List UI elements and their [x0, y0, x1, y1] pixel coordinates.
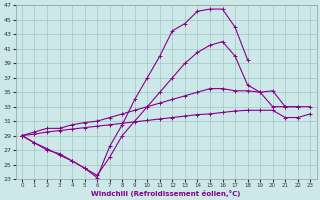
- X-axis label: Windchill (Refroidissement éolien,°C): Windchill (Refroidissement éolien,°C): [92, 190, 241, 197]
